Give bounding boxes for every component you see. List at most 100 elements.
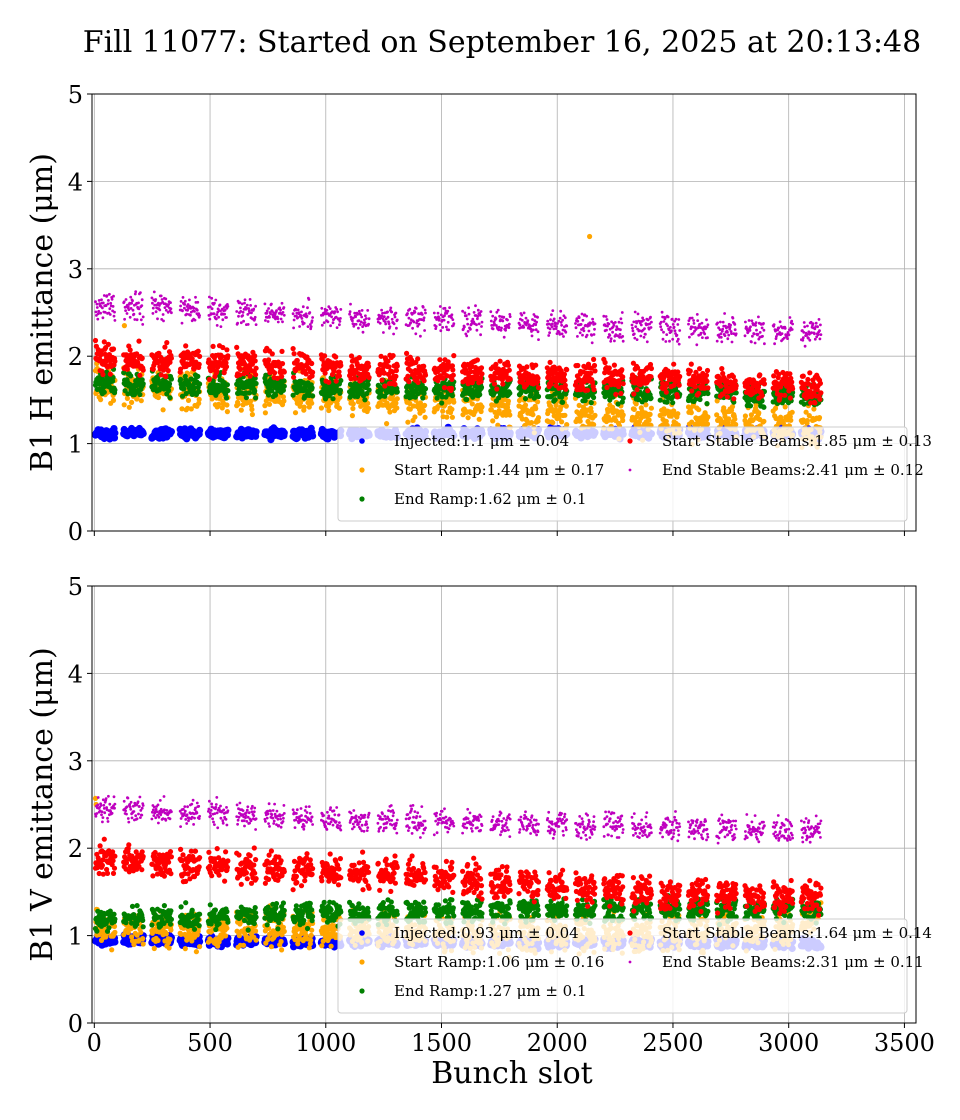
data-point [236,321,240,325]
data-point [804,418,811,424]
data-point [648,374,654,380]
data-point [755,384,762,390]
data-point [294,357,300,364]
data-point [405,419,411,425]
data-point [156,317,159,321]
data-point [223,395,230,401]
data-point [395,326,398,330]
data-point [562,412,568,418]
data-point [505,362,511,368]
data-point [389,306,393,310]
data-point [451,399,457,405]
data-point [280,301,284,305]
data-point [349,302,352,306]
data-point [130,301,134,305]
data-point [818,390,824,396]
data-point [235,310,239,313]
data-point [215,324,219,327]
data-point [326,320,330,324]
data-point [124,309,127,312]
data-point [724,394,731,400]
data-point [392,381,398,387]
data-point [235,401,241,407]
data-point [265,309,269,313]
data-point [112,387,118,393]
data-point [478,379,484,385]
data-point [276,320,280,324]
data-point [225,316,228,319]
data-point [197,381,203,387]
data-point [646,417,652,423]
data-point [336,405,342,411]
data-point [704,367,711,374]
data-point [577,418,583,424]
data-point [112,358,118,364]
data-point [491,381,498,387]
data-point [782,392,788,398]
data-point [771,373,777,379]
data-point [411,326,414,330]
data-point [322,353,328,359]
data-point [363,321,367,324]
data-point [535,385,542,391]
data-point [350,401,356,407]
data-point [208,317,212,321]
data-point [394,311,398,315]
data-point [522,396,529,402]
data-point [448,385,455,391]
data-point [631,406,637,412]
data-point [422,386,429,392]
data-point [664,399,670,405]
data-point [756,410,762,416]
data-point [704,421,711,427]
data-point [179,304,183,308]
data-point [239,306,242,310]
data-point [412,414,418,420]
data-point [154,310,158,314]
series-start-stable-beams [92,337,824,406]
data-point [151,312,155,315]
data-point [329,324,332,328]
data-point [645,388,651,394]
data-point [524,364,530,370]
data-point [440,408,446,414]
data-point [703,372,710,378]
data-point [619,367,625,373]
data-point [124,395,130,401]
data-point [559,419,565,425]
data-point [420,408,426,414]
data-point [620,412,626,418]
data-point [335,326,339,329]
data-point [687,368,693,374]
data-point [266,357,272,363]
data-point [547,359,553,365]
data-point [169,307,173,311]
data-point [393,400,399,406]
data-point [787,371,793,377]
data-point [243,301,246,305]
data-point [305,314,309,318]
data-point [193,310,196,313]
data-point [299,314,303,318]
data-point [351,319,354,323]
data-point [193,318,197,322]
data-point [210,296,214,300]
data-point [214,298,218,302]
data-point [112,314,116,318]
data-point [279,361,286,367]
data-point [262,410,268,416]
data-point [166,387,172,394]
data-point [412,320,416,324]
data-point [366,309,370,312]
data-point [245,303,249,307]
data-point [168,376,174,382]
data-point [812,400,818,406]
data-point [94,310,98,314]
data-point [367,317,371,321]
data-point [365,382,371,388]
data-point [219,325,223,328]
data-point [241,314,245,317]
data-point [243,298,247,302]
data-point [588,400,594,406]
data-point [272,370,278,376]
